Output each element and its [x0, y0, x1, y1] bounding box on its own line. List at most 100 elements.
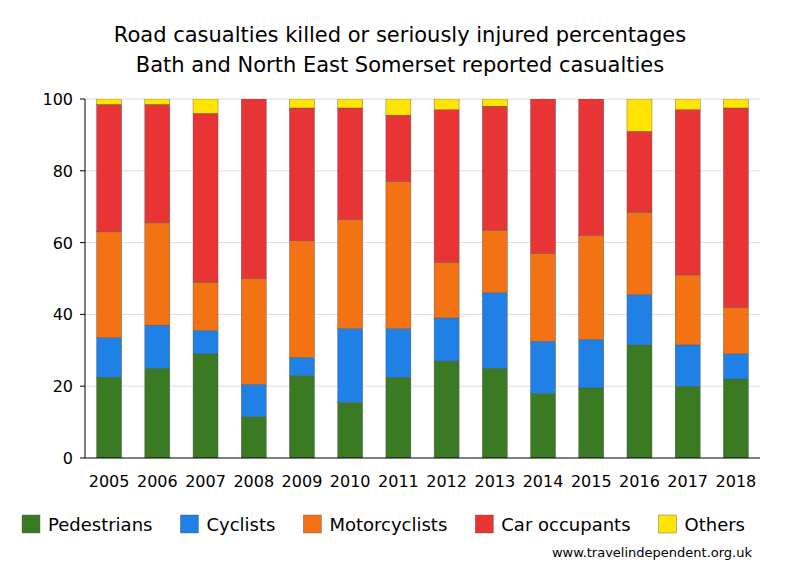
- bar-segment: [241, 279, 266, 385]
- tick-mark: [80, 99, 85, 100]
- category-label: 2008: [233, 472, 274, 491]
- grid-line: [85, 386, 760, 387]
- bar-segment: [579, 99, 604, 100]
- grid-line: [85, 242, 760, 243]
- bar-segment: [675, 275, 700, 345]
- tick-label: 100: [42, 90, 73, 109]
- legend-label: Pedestrians: [48, 514, 152, 535]
- bar-segment: [241, 99, 266, 279]
- bar-segment: [289, 99, 314, 108]
- bar-segment: [386, 329, 411, 377]
- bar-segment: [97, 104, 122, 231]
- bar-segment: [675, 345, 700, 386]
- bar-segment: [579, 235, 604, 339]
- bar-segment: [386, 377, 411, 458]
- bar-segment: [627, 131, 652, 212]
- bar-segment: [434, 361, 459, 458]
- tick-label: 0: [63, 449, 73, 468]
- bar-segment: [531, 99, 556, 253]
- bar-segment: [338, 108, 363, 219]
- bar-segment: [97, 377, 122, 458]
- bar-segment: [675, 99, 700, 110]
- legend-swatch: [303, 515, 321, 533]
- bar-segment: [579, 340, 604, 388]
- category-label: 2007: [185, 472, 226, 491]
- bar-segment: [627, 212, 652, 295]
- legend-label: Motorcyclists: [329, 514, 447, 535]
- bar-segment: [434, 262, 459, 318]
- legend-swatch: [22, 515, 40, 533]
- category-label: 2016: [619, 472, 660, 491]
- bar-segment: [723, 99, 748, 108]
- bar-segment: [97, 232, 122, 338]
- tick-mark: [80, 314, 85, 315]
- bar-segment: [627, 345, 652, 458]
- bar-segment: [386, 115, 411, 181]
- y-axis: [85, 99, 86, 458]
- bar-segment: [193, 331, 218, 354]
- bar-segment: [579, 99, 604, 235]
- tick-label: 40: [53, 305, 73, 324]
- bar-segment: [289, 108, 314, 241]
- bar-segment: [482, 293, 507, 368]
- bar-segment: [531, 341, 556, 393]
- bar-segment: [241, 99, 266, 100]
- legend-swatch: [475, 515, 493, 533]
- bar-segment: [579, 388, 604, 458]
- category-label: 2018: [716, 472, 757, 491]
- bar-segment: [145, 368, 170, 458]
- grid-line: [85, 170, 760, 171]
- bar-segment: [482, 368, 507, 458]
- legend-label: Cyclists: [206, 514, 275, 535]
- bar-segment: [145, 99, 170, 104]
- tick-label: 80: [53, 162, 73, 181]
- category-label: 2017: [667, 472, 708, 491]
- category-label: 2011: [378, 472, 419, 491]
- bar-segment: [531, 253, 556, 341]
- category-label: 2015: [571, 472, 612, 491]
- bar-segment: [434, 99, 459, 110]
- bar-segment: [386, 99, 411, 115]
- bar-segment: [723, 379, 748, 458]
- bar-segment: [289, 357, 314, 375]
- subtitle: Bath and North East Somerset reported ca…: [136, 53, 664, 77]
- bar-segment: [193, 113, 218, 282]
- bar-segment: [531, 393, 556, 458]
- tick-label: 20: [53, 377, 73, 396]
- bar-segment: [723, 307, 748, 354]
- bar-segment: [338, 99, 363, 108]
- grid-line: [85, 314, 760, 315]
- legend-swatch: [659, 515, 677, 533]
- bar-segment: [289, 375, 314, 458]
- bar-segment: [193, 99, 218, 113]
- tick-label: 60: [53, 234, 73, 253]
- x-axis: [85, 458, 760, 459]
- category-label: 2009: [282, 472, 323, 491]
- bar-segment: [338, 402, 363, 458]
- bar-segment: [627, 99, 652, 131]
- bar-segment: [97, 338, 122, 377]
- bar-segment: [482, 99, 507, 106]
- bar-segment: [193, 354, 218, 458]
- bar-segment: [193, 282, 218, 330]
- grid-line: [85, 99, 760, 100]
- category-label: 2010: [330, 472, 371, 491]
- bar-segment: [97, 99, 122, 104]
- bar-segment: [145, 223, 170, 325]
- bar-segment: [675, 386, 700, 458]
- bar-segment: [434, 318, 459, 361]
- category-label: 2014: [523, 472, 564, 491]
- bar-segment: [241, 384, 266, 416]
- bar-segment: [723, 108, 748, 307]
- bar-segment: [482, 230, 507, 293]
- tick-mark: [80, 386, 85, 387]
- bar-segment: [723, 354, 748, 379]
- annotation: www.travelindependent.org.uk: [552, 545, 753, 560]
- bar-segment: [145, 325, 170, 368]
- legend-label: Car occupants: [501, 514, 630, 535]
- bar-segment: [338, 219, 363, 328]
- bar-segment: [434, 110, 459, 263]
- bar-segment: [531, 99, 556, 100]
- tick-mark: [80, 242, 85, 243]
- bar-segment: [145, 104, 170, 222]
